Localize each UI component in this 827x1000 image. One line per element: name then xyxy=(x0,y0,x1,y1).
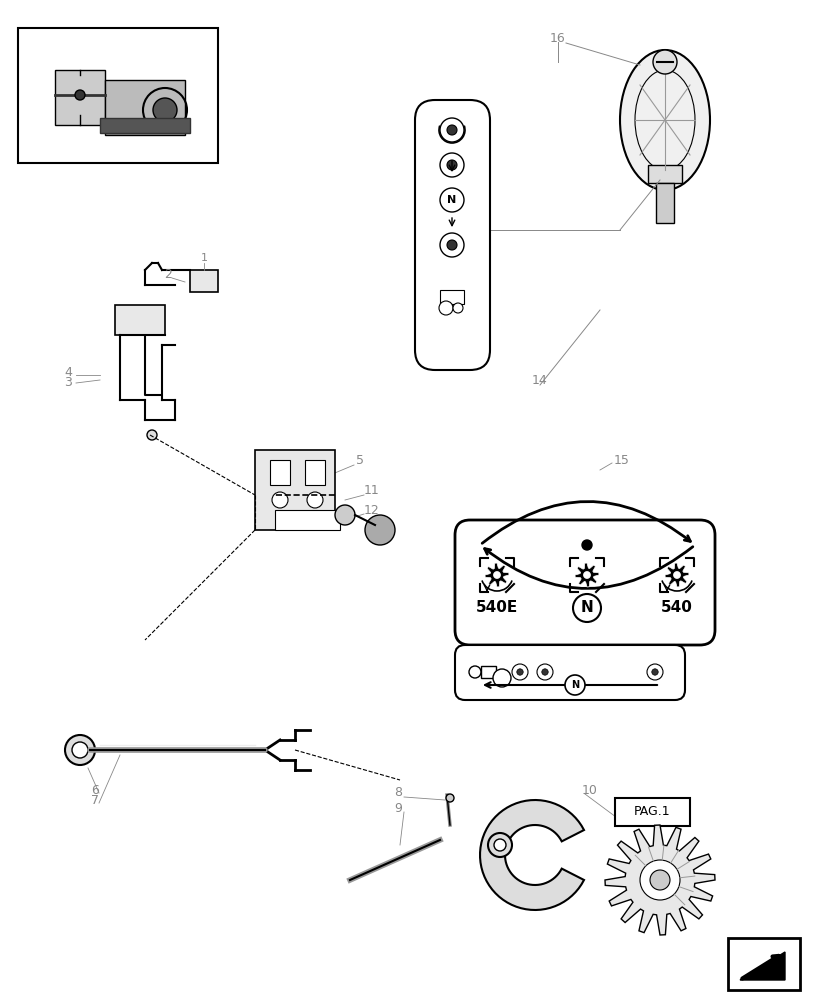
FancyBboxPatch shape xyxy=(455,520,715,645)
Circle shape xyxy=(447,125,457,135)
Bar xyxy=(655,183,673,223)
Polygon shape xyxy=(485,563,509,587)
Text: 2: 2 xyxy=(164,268,172,282)
Bar xyxy=(255,450,335,530)
Circle shape xyxy=(583,572,590,578)
FancyBboxPatch shape xyxy=(414,100,490,370)
Text: 8: 8 xyxy=(394,786,402,799)
FancyBboxPatch shape xyxy=(455,645,684,700)
Circle shape xyxy=(537,664,552,680)
Bar xyxy=(105,125,184,135)
Text: 15: 15 xyxy=(614,454,629,466)
Circle shape xyxy=(516,669,523,675)
Text: 540E: 540E xyxy=(476,600,518,615)
Text: 9: 9 xyxy=(394,801,401,814)
Bar xyxy=(115,305,165,335)
Bar xyxy=(105,80,184,125)
Circle shape xyxy=(65,735,95,765)
Bar xyxy=(18,28,218,163)
Bar xyxy=(189,270,218,292)
Bar xyxy=(648,165,681,183)
Circle shape xyxy=(653,50,676,74)
Polygon shape xyxy=(480,800,583,910)
Circle shape xyxy=(572,594,600,622)
Bar xyxy=(480,666,495,678)
Bar xyxy=(270,460,289,485)
Circle shape xyxy=(147,430,157,440)
Polygon shape xyxy=(664,563,688,587)
Text: 3: 3 xyxy=(64,376,72,389)
Text: 540: 540 xyxy=(660,600,692,615)
Circle shape xyxy=(307,492,323,508)
Text: PAG.1: PAG.1 xyxy=(633,805,670,818)
Text: 12: 12 xyxy=(364,504,380,516)
Circle shape xyxy=(447,160,457,170)
Polygon shape xyxy=(739,952,784,980)
Ellipse shape xyxy=(649,870,669,890)
Circle shape xyxy=(581,540,591,550)
Bar xyxy=(439,290,463,304)
Circle shape xyxy=(153,98,177,122)
Text: N: N xyxy=(447,195,456,205)
Circle shape xyxy=(272,492,288,508)
Circle shape xyxy=(452,303,462,313)
Circle shape xyxy=(494,839,505,851)
Bar xyxy=(304,460,325,485)
Text: 11: 11 xyxy=(364,484,380,496)
Polygon shape xyxy=(605,825,715,935)
Circle shape xyxy=(439,233,463,257)
Text: N: N xyxy=(571,680,578,690)
Text: N: N xyxy=(580,600,593,615)
Circle shape xyxy=(439,153,463,177)
Text: 5: 5 xyxy=(356,454,364,466)
Circle shape xyxy=(541,669,547,675)
Circle shape xyxy=(651,669,657,675)
Text: 4: 4 xyxy=(64,366,72,379)
Bar xyxy=(727,938,799,990)
Circle shape xyxy=(335,505,355,525)
Text: 10: 10 xyxy=(581,784,597,796)
Text: 7: 7 xyxy=(91,793,99,806)
Text: 13: 13 xyxy=(571,648,587,662)
Bar xyxy=(55,70,105,125)
Circle shape xyxy=(646,664,662,680)
Circle shape xyxy=(492,669,510,687)
Circle shape xyxy=(75,90,85,100)
Circle shape xyxy=(439,118,463,142)
Circle shape xyxy=(511,664,528,680)
Text: 6: 6 xyxy=(91,784,98,796)
Bar xyxy=(614,798,689,826)
Circle shape xyxy=(72,742,88,758)
Circle shape xyxy=(438,301,452,315)
Circle shape xyxy=(672,572,680,578)
Circle shape xyxy=(365,515,394,545)
Ellipse shape xyxy=(639,860,679,900)
Circle shape xyxy=(468,666,480,678)
Text: 16: 16 xyxy=(549,32,565,45)
Circle shape xyxy=(447,240,457,250)
Bar xyxy=(100,118,189,133)
Circle shape xyxy=(439,188,463,212)
Circle shape xyxy=(564,675,585,695)
Bar xyxy=(275,510,340,530)
Circle shape xyxy=(446,794,453,802)
Text: 14: 14 xyxy=(532,373,547,386)
Polygon shape xyxy=(574,563,598,587)
Ellipse shape xyxy=(619,50,709,190)
Circle shape xyxy=(493,572,500,578)
Circle shape xyxy=(487,833,511,857)
Text: 1: 1 xyxy=(200,253,208,263)
